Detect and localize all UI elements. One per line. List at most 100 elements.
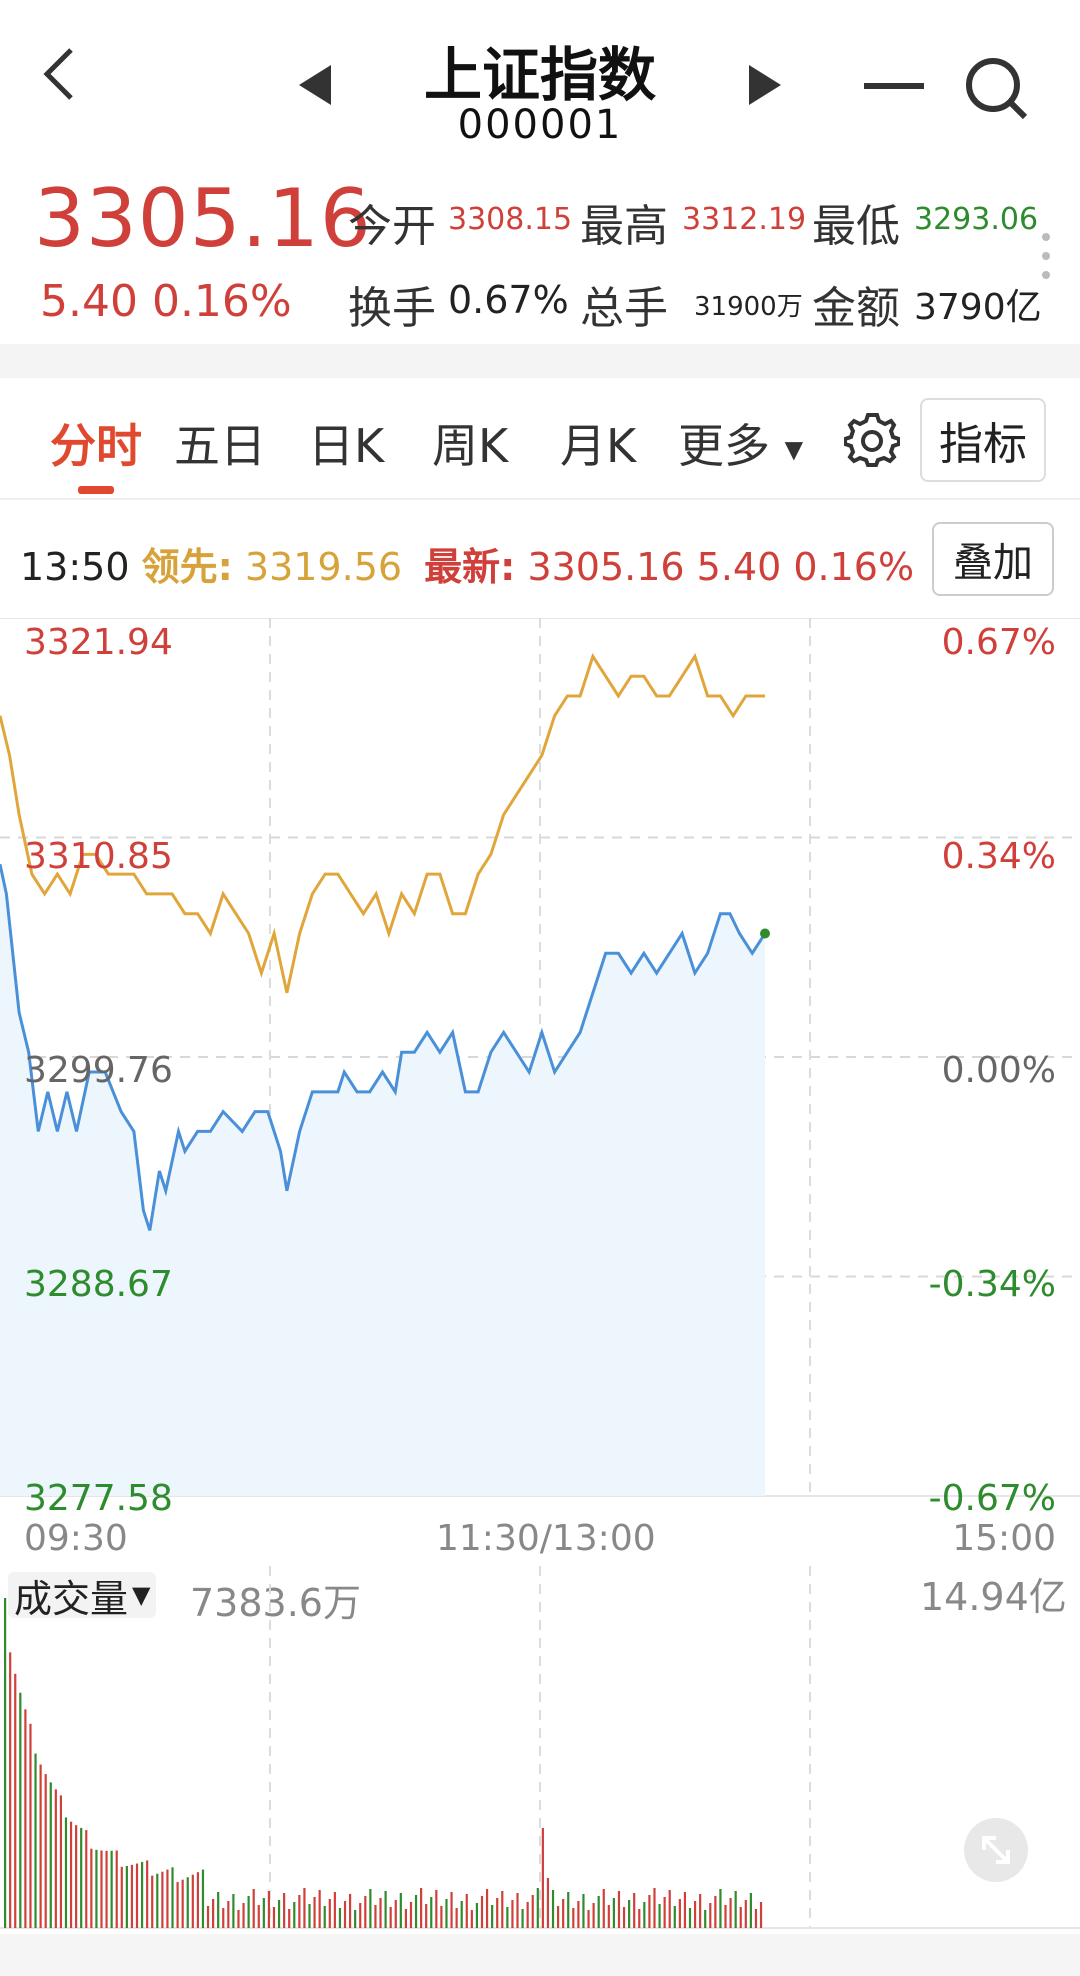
volume-bar xyxy=(348,1894,352,1928)
volume-selector[interactable]: 成交量 ▼ xyxy=(8,1572,157,1621)
volume-bar xyxy=(562,1899,565,1928)
volume-bar xyxy=(394,1900,397,1928)
volume-bar xyxy=(303,1888,306,1928)
tab-intraday[interactable]: 分时 xyxy=(50,419,142,473)
more-vertical-icon[interactable] xyxy=(1036,226,1056,286)
volume-bar xyxy=(24,1709,27,1928)
volume-bar xyxy=(420,1888,423,1928)
latest-value: 3305.16 5.40 0.16% xyxy=(527,545,915,589)
volume-bar xyxy=(409,1902,413,1928)
volume-bar xyxy=(597,1896,600,1928)
volume-bar xyxy=(744,1900,747,1928)
volume-bar xyxy=(328,1899,331,1928)
latest-label: 最新: xyxy=(424,545,516,589)
stock-code: 000001 xyxy=(457,102,623,148)
volume-chart xyxy=(0,1566,1080,1929)
volume-bar xyxy=(95,1849,98,1928)
indicator-button[interactable]: 指标 xyxy=(920,398,1046,482)
prev-arrow-icon[interactable] xyxy=(290,60,340,110)
top-bar: 上证指数 000001 xyxy=(0,0,1080,160)
volume-bar xyxy=(693,1901,697,1928)
volume-label: 总手 xyxy=(580,283,668,334)
volume-bar xyxy=(151,1875,154,1928)
volume-bar xyxy=(146,1860,149,1928)
volume-bar xyxy=(546,1878,550,1928)
volume-bar xyxy=(176,1882,179,1928)
search-icon[interactable] xyxy=(960,52,1034,126)
volume-bar xyxy=(166,1869,169,1928)
volume-bar xyxy=(201,1869,205,1928)
volume-bar xyxy=(531,1895,534,1928)
minus-icon[interactable] xyxy=(862,66,926,106)
volume-bar xyxy=(404,1909,407,1928)
volume-bar xyxy=(759,1902,763,1928)
volume-bar xyxy=(445,1899,448,1928)
y-tick-left-4: 3277.58 xyxy=(24,1478,173,1519)
volume-bar xyxy=(435,1890,438,1928)
volume-bar xyxy=(186,1877,189,1928)
volume-bar xyxy=(374,1905,377,1928)
volume-bar xyxy=(485,1889,489,1928)
volume-bar xyxy=(338,1908,342,1928)
tab-daily-k[interactable]: 日K xyxy=(308,419,385,473)
volume-bar xyxy=(729,1898,732,1928)
volume-bar xyxy=(343,1901,347,1928)
volume-bar xyxy=(14,1673,17,1928)
volume-bar xyxy=(384,1891,387,1928)
volume-bar xyxy=(64,1817,68,1928)
volume-bar xyxy=(227,1901,230,1928)
volume-bar xyxy=(501,1891,504,1928)
volume-bar xyxy=(161,1871,164,1928)
volume-bar xyxy=(267,1891,271,1928)
volume-bar xyxy=(288,1909,291,1928)
tab-more[interactable]: 更多 ▼ xyxy=(678,410,803,476)
volume-bar xyxy=(592,1903,595,1928)
volume-bar xyxy=(54,1789,57,1928)
tabs-divider xyxy=(0,498,1080,500)
volume-bar xyxy=(425,1904,428,1928)
volume-bar xyxy=(359,1903,362,1928)
volume-bar xyxy=(688,1908,692,1928)
tab-monthly-k[interactable]: 月K xyxy=(560,419,637,473)
tab-five-day[interactable]: 五日 xyxy=(174,419,266,473)
volume-bar xyxy=(633,1893,636,1928)
y-tick-right-3: -0.34% xyxy=(928,1264,1056,1305)
high-label: 最高 xyxy=(580,201,668,252)
volume-bar xyxy=(242,1903,245,1928)
volume-bar xyxy=(612,1898,615,1928)
volume-bar xyxy=(628,1900,631,1928)
volume-bar xyxy=(734,1891,737,1928)
volume-bar xyxy=(724,1905,727,1928)
tab-weekly-k[interactable]: 周K xyxy=(432,419,509,473)
next-arrow-icon[interactable] xyxy=(740,60,790,110)
volume-bar xyxy=(491,1905,494,1928)
info-time: 13:50 xyxy=(20,545,130,589)
gear-icon[interactable] xyxy=(842,410,902,470)
volume-bar xyxy=(496,1898,499,1928)
volume-bar xyxy=(602,1889,605,1928)
volume-bar xyxy=(414,1895,418,1928)
volume-bar xyxy=(455,1908,458,1928)
back-icon[interactable] xyxy=(30,44,90,104)
volume-grid xyxy=(0,1566,1080,1929)
expand-icon[interactable] xyxy=(964,1818,1028,1882)
x-tick-midday: 11:30/13:00 xyxy=(436,1518,656,1559)
overlay-button[interactable]: 叠加 xyxy=(932,522,1054,596)
chart-info-row: 13:50 领先: 3319.56 最新: 3305.16 5.40 0.16% xyxy=(20,536,914,591)
page-title: 上证指数 xyxy=(423,41,656,109)
volume-bar xyxy=(318,1890,321,1928)
volume-bar xyxy=(115,1850,118,1928)
volume-bar xyxy=(714,1896,717,1928)
y-tick-left-0: 3321.94 xyxy=(24,622,173,663)
price-area-fill xyxy=(0,864,765,1496)
volume-bar xyxy=(389,1907,392,1928)
volume-bar xyxy=(465,1894,468,1928)
section-divider xyxy=(0,344,1080,378)
volume-bar xyxy=(252,1889,255,1928)
y-tick-right-2: 0.00% xyxy=(941,1050,1056,1091)
volume-bar xyxy=(39,1764,42,1928)
volume-bar xyxy=(572,1908,575,1928)
turnover-value: 0.67% xyxy=(448,278,569,322)
volume-bars xyxy=(4,1598,763,1928)
volume-bar xyxy=(617,1891,621,1928)
